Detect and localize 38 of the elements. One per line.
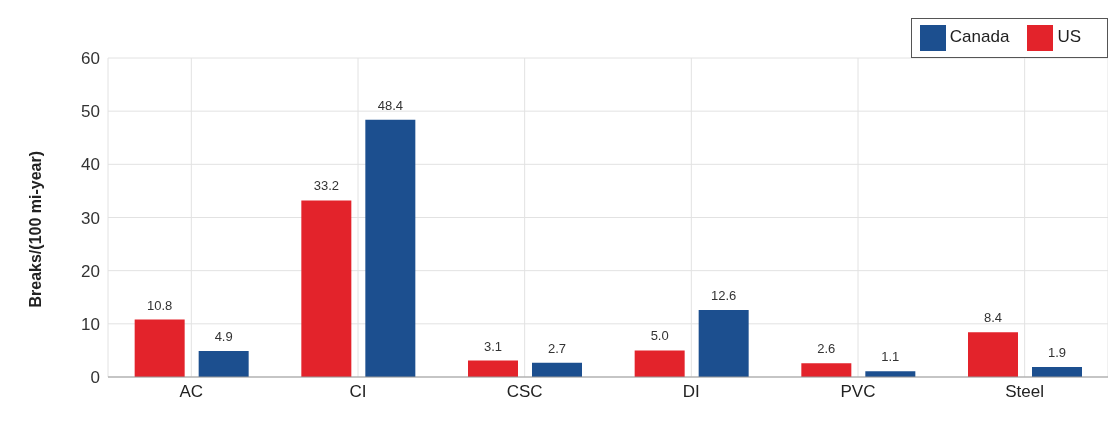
bar [532, 362, 582, 377]
bar [365, 119, 416, 377]
y-tick-label: 40 [81, 155, 100, 175]
bar [698, 310, 749, 377]
bar [301, 200, 352, 377]
data-label: 12.6 [711, 288, 737, 304]
bar [134, 319, 185, 377]
data-label: 5.0 [650, 328, 669, 344]
y-axis-title: Breaks/(100 mi-year) [26, 150, 44, 308]
data-label: 2.6 [817, 341, 836, 357]
y-tick-label: 50 [81, 102, 100, 122]
data-label: 48.4 [377, 97, 403, 113]
bar [468, 360, 518, 377]
x-tick-label: CI [349, 382, 367, 402]
x-tick-label: PVC [840, 382, 876, 402]
bar [801, 363, 852, 377]
y-tick-label: 30 [81, 208, 100, 228]
bar [968, 332, 1018, 377]
y-tick-label: 0 [90, 368, 100, 388]
data-label: 1.1 [881, 349, 900, 365]
x-tick-label: CSC [506, 382, 543, 402]
y-tick-label: 20 [81, 261, 100, 281]
data-label: 8.4 [983, 310, 1003, 326]
y-tick-label: 10 [81, 314, 100, 334]
bar [198, 350, 249, 377]
bar [634, 350, 685, 377]
x-tick-label: Steel [1005, 382, 1045, 402]
data-label: 10.8 [147, 297, 173, 313]
y-tick-label: 60 [81, 49, 100, 69]
x-tick-label: DI [682, 382, 700, 402]
data-label: 33.2 [313, 178, 339, 194]
legend-label: Canada [949, 27, 1010, 47]
data-label: 3.1 [483, 338, 503, 354]
data-label: 2.7 [547, 340, 567, 356]
legend-label: US [1057, 27, 1081, 47]
x-tick-label: AC [179, 382, 204, 402]
data-label: 4.9 [214, 328, 233, 344]
data-label: 1.9 [1047, 344, 1067, 360]
